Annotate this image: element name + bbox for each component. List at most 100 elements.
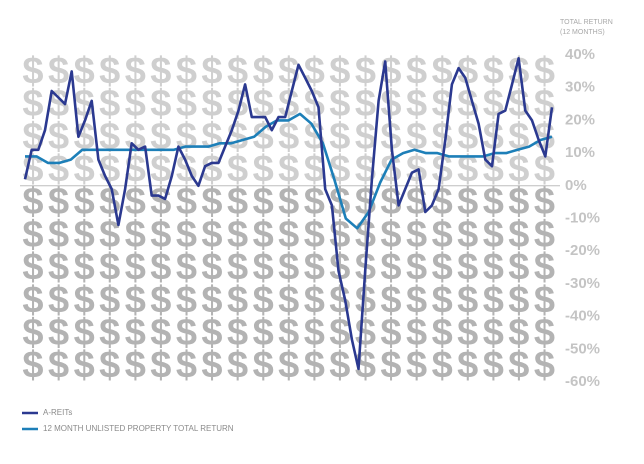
dollar-sign: $ [227,279,248,321]
dollar-sign: $ [48,116,69,158]
dollar-sign: $ [483,50,504,92]
dollar-sign: $ [457,181,478,223]
dollar-sign: $ [150,116,171,158]
legend-label: 12 MONTH UNLISTED PROPERTY TOTAL RETURN [43,424,234,433]
dollar-sign: $ [176,181,197,223]
dollar-sign: $ [74,148,95,190]
dollar-sign: $ [125,345,146,387]
dollar-sign: $ [508,148,529,190]
dollar-sign: $ [457,247,478,289]
dollar-sign: $ [99,50,120,92]
dollar-sign: $ [483,312,504,354]
dollar-sign: $ [22,50,43,92]
dollar-sign: $ [48,181,69,223]
dollar-sign: $ [457,345,478,387]
dollar-sign: $ [304,279,325,321]
dollar-sign: $ [304,247,325,289]
dollar-sign: $ [406,214,427,256]
dollar-sign: $ [48,279,69,321]
dollar-sign: $ [508,312,529,354]
dollar-sign: $ [508,214,529,256]
dollar-sign: $ [329,116,350,158]
dollar-sign: $ [253,148,274,190]
dollar-sign: $ [457,83,478,125]
dollar-sign: $ [74,279,95,321]
dollar-sign: $ [227,181,248,223]
dollar-sign: $ [125,312,146,354]
dollar-sign: $ [508,279,529,321]
dollar-sign: $ [150,148,171,190]
dollar-sign: $ [406,116,427,158]
dollar-sign: $ [201,83,222,125]
dollar-sign: $ [99,247,120,289]
dollar-sign: $ [406,345,427,387]
dollar-sign: $ [201,50,222,92]
y-tick-label: -10% [565,209,600,226]
legend-label: A-REITs [43,408,72,417]
dollar-sign: $ [176,50,197,92]
dollar-sign: $ [406,50,427,92]
dollar-sign: $ [355,116,376,158]
dollar-sign: $ [74,312,95,354]
dollar-sign: $ [150,50,171,92]
dollar-sign: $ [380,247,401,289]
dollar-sign: $ [99,345,120,387]
dollar-sign: $ [176,83,197,125]
dollar-sign: $ [483,116,504,158]
dollar-sign: $ [176,148,197,190]
dollar-sign: $ [278,181,299,223]
dollar-sign: $ [125,214,146,256]
dollar-sign: $ [176,312,197,354]
dollar-sign: $ [74,116,95,158]
dollar-sign: $ [253,181,274,223]
dollar-sign: $ [22,345,43,387]
y-tick-label: 10% [565,144,595,161]
dollar-sign: $ [48,148,69,190]
dollar-sign: $ [508,247,529,289]
dollar-sign: $ [534,50,555,92]
y-tick-label: 30% [565,79,595,96]
dollar-sign: $ [74,345,95,387]
dollar-sign: $ [432,247,453,289]
dollar-sign: $ [278,345,299,387]
dollar-sign: $ [278,214,299,256]
dollar-sign: $ [150,214,171,256]
dollar-sign: $ [176,214,197,256]
axis-title: TOTAL RETURN [560,19,613,26]
background-pattern: $ $ $ $ $ $ $ $ $ $ $ $ $ $ $ $ $ $ $ $ $$ $ $ $ $ $ $ $ $ $ $ $ $ $ $ $ $ $ $… [22,50,555,386]
dollar-sign: $ [176,247,197,289]
dollar-sign: $ [48,247,69,289]
dollar-sign: $ [432,50,453,92]
dollar-sign: $ [201,345,222,387]
dollar-sign: $ [329,247,350,289]
dollar-sign: $ [457,148,478,190]
dollar-sign: $ [406,247,427,289]
dollar-sign: $ [534,181,555,223]
dollar-sign: $ [22,181,43,223]
dollar-sign: $ [457,214,478,256]
dollar-sign: $ [125,181,146,223]
dollar-sign: $ [227,345,248,387]
dollar-sign: $ [432,345,453,387]
dollar-sign: $ [22,83,43,125]
dollar-sign: $ [22,247,43,289]
dollar-sign: $ [99,83,120,125]
dollar-sign: $ [125,279,146,321]
dollar-sign: $ [304,50,325,92]
dollar-sign: $ [74,50,95,92]
dollar-sign: $ [22,214,43,256]
dollar-sign: $ [99,312,120,354]
dollar-sign: $ [278,312,299,354]
dollar-sign: $ [150,312,171,354]
dollar-sign: $ [380,312,401,354]
dollar-sign: $ [253,279,274,321]
dollar-sign: $ [48,345,69,387]
dollar-sign: $ [201,312,222,354]
dollar-sign: $ [329,345,350,387]
dollar-sign: $ [406,83,427,125]
y-tick-label: 40% [565,46,595,63]
y-tick-label: -40% [565,308,600,325]
dollar-sign: $ [22,148,43,190]
dollar-sign: $ [483,345,504,387]
